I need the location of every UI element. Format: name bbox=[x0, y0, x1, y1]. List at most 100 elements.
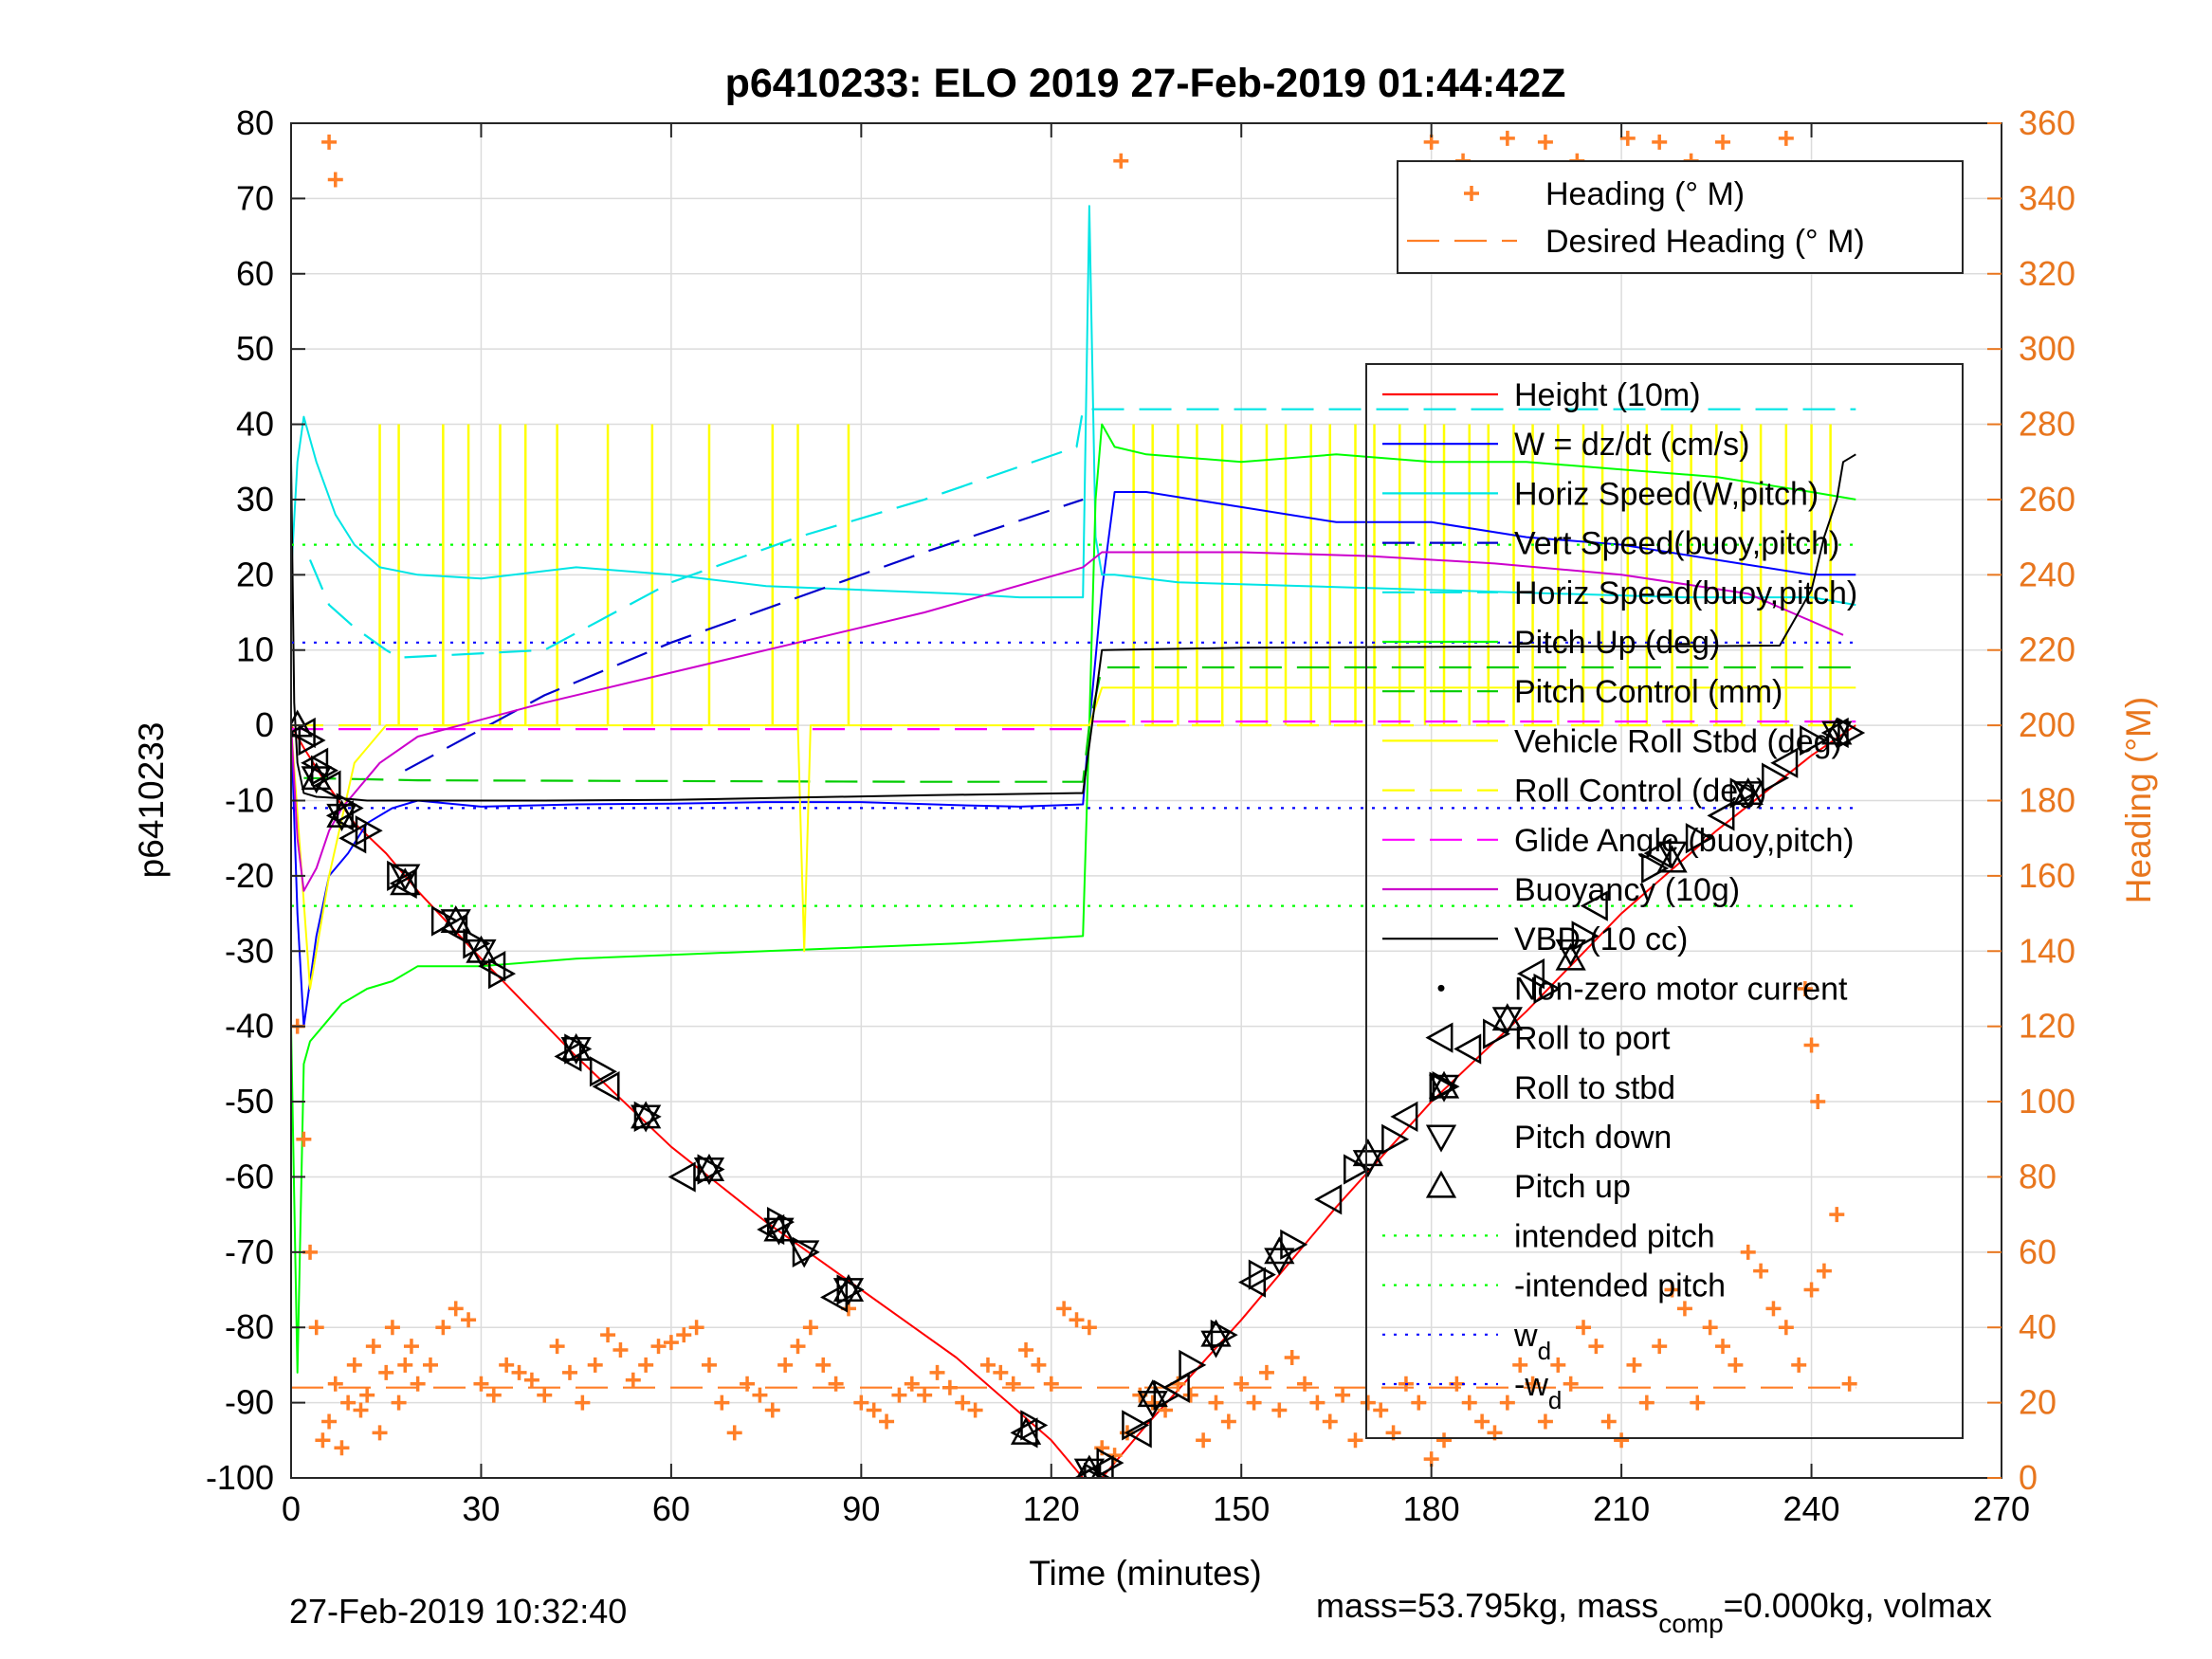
pitch-down-marker bbox=[693, 1158, 725, 1186]
legend-label-vert-speed-buoy-pitch: Vert Speed(buoy,pitch) bbox=[1514, 526, 1839, 562]
heading-point bbox=[676, 1327, 692, 1343]
heading-point bbox=[917, 1387, 933, 1403]
y-right-tick-label: 0 bbox=[2019, 1458, 2038, 1497]
roll-to-stbd-marker bbox=[836, 1274, 865, 1305]
heading-point bbox=[1810, 1094, 1826, 1110]
pitch-up-marker bbox=[1821, 717, 1853, 745]
heading-point bbox=[790, 1339, 806, 1355]
x-tick-label: 270 bbox=[1973, 1489, 2030, 1528]
heading-point bbox=[1196, 1432, 1212, 1449]
y-right-tick-label: 180 bbox=[2019, 781, 2075, 820]
heading-point bbox=[485, 1387, 502, 1403]
pitch-up-marker bbox=[291, 709, 313, 738]
heading-point bbox=[1702, 1320, 1718, 1336]
series-vbd-10-cc bbox=[291, 453, 1856, 802]
y-tick-label: 80 bbox=[236, 103, 274, 142]
roll-to-port-marker bbox=[1707, 800, 1735, 831]
heading-point bbox=[1113, 153, 1129, 169]
heading-point bbox=[378, 1364, 394, 1380]
series-buoyancy-10g bbox=[291, 551, 1844, 892]
heading-point bbox=[1778, 130, 1794, 146]
legend-label-horiz-speed-buoy-pitch: Horiz Speed(buoy,pitch) bbox=[1514, 575, 1857, 611]
heading-point bbox=[1676, 1301, 1692, 1317]
pitch-down-marker bbox=[440, 909, 471, 938]
heading-point bbox=[499, 1357, 515, 1373]
pitch-up-marker bbox=[1137, 1379, 1168, 1408]
legend-main-box bbox=[1365, 363, 1964, 1439]
heading-point bbox=[327, 1376, 343, 1392]
pitch-down-marker bbox=[631, 1104, 662, 1133]
y-tick-label: 0 bbox=[255, 705, 274, 744]
heading-point bbox=[638, 1357, 654, 1373]
legend-swatch-dot bbox=[1437, 984, 1445, 992]
heading-point bbox=[1182, 1387, 1198, 1403]
pitch-up-marker bbox=[763, 1213, 795, 1242]
heading-point bbox=[1220, 1413, 1236, 1430]
legend-heading-box bbox=[1397, 160, 1964, 274]
heading-point bbox=[701, 1357, 717, 1373]
heading-point bbox=[1436, 1432, 1453, 1449]
legend-label-vehicle-roll-stbd-deg: Vehicle Roll Stbd (deg) bbox=[1514, 723, 1842, 759]
roll-to-stbd-marker bbox=[488, 957, 517, 990]
y-right-tick-label: 340 bbox=[2019, 178, 2075, 217]
pitch-down-marker bbox=[789, 1240, 820, 1268]
heading-point bbox=[600, 1327, 616, 1343]
series-w-dz-dt-cm-s bbox=[291, 491, 1856, 1028]
heading-point bbox=[955, 1395, 971, 1411]
y-tick-label: 70 bbox=[236, 178, 274, 217]
y-tick-label: 30 bbox=[236, 480, 274, 519]
heading-point bbox=[1499, 1395, 1515, 1411]
roll-to-stbd-marker bbox=[1122, 1410, 1150, 1441]
y-axis-label: p6410233 bbox=[132, 722, 171, 879]
pitch-down-marker bbox=[1821, 720, 1853, 749]
heading-point bbox=[1474, 1413, 1490, 1430]
y-right-tick-label: 40 bbox=[2019, 1307, 2057, 1346]
heading-point bbox=[1335, 1387, 1351, 1403]
pitch-down-marker bbox=[1200, 1330, 1232, 1358]
pitch-down-marker bbox=[1491, 1007, 1523, 1035]
heading-point bbox=[511, 1364, 527, 1380]
heading-point bbox=[752, 1387, 768, 1403]
legend-heading: Heading (° M) Desired Heading (° M) bbox=[1397, 160, 1964, 274]
heading-point bbox=[1360, 1395, 1376, 1411]
roll-to-port-marker bbox=[592, 1071, 620, 1103]
roll-to-port-marker bbox=[389, 867, 417, 899]
heading-point bbox=[1652, 134, 1668, 150]
heading-point bbox=[1537, 1413, 1553, 1430]
heading-point bbox=[384, 1320, 400, 1336]
y-right-tick-label: 240 bbox=[2019, 555, 2075, 593]
heading-point bbox=[1803, 1282, 1819, 1298]
roll-to-stbd-marker bbox=[1096, 1447, 1124, 1478]
heading-point bbox=[979, 1357, 996, 1373]
y-tick-labels: -100-90-80-70-60-50-40-30-20-10010203040… bbox=[206, 103, 274, 1497]
y-tick-label: -50 bbox=[225, 1082, 274, 1121]
roll-to-port-marker bbox=[757, 1213, 785, 1246]
pitch-up-marker bbox=[390, 867, 421, 896]
y-tick-label: -70 bbox=[225, 1232, 274, 1271]
roll-to-stbd-marker bbox=[1533, 973, 1562, 1005]
legend-swatch-pitch-up bbox=[1425, 1170, 1457, 1198]
y-right-tick-label: 220 bbox=[2019, 630, 2075, 669]
heading-point bbox=[1841, 1376, 1857, 1392]
heading-point bbox=[346, 1357, 362, 1373]
pitch-down-marker bbox=[466, 939, 497, 967]
roll-to-port-marker bbox=[1453, 1033, 1482, 1065]
heading-point bbox=[1588, 1339, 1604, 1355]
heading-point bbox=[321, 1413, 338, 1430]
roll-to-port-marker bbox=[1238, 1267, 1267, 1298]
heading-point bbox=[764, 1402, 780, 1418]
x-tick-label: 0 bbox=[282, 1489, 301, 1528]
roll-to-port-marker bbox=[1314, 1184, 1343, 1215]
y-tick-label: -60 bbox=[225, 1157, 274, 1195]
y-right-tick-label: 100 bbox=[2019, 1082, 2075, 1121]
heading-point bbox=[1626, 1357, 1642, 1373]
legend-swatch-roll-to-port bbox=[1425, 1022, 1453, 1053]
heading-point bbox=[1664, 1282, 1680, 1298]
x-tick-label: 60 bbox=[652, 1489, 690, 1528]
heading-point bbox=[1563, 1376, 1579, 1392]
y-right-tick-label: 20 bbox=[2019, 1383, 2057, 1422]
legend-label-intended-pitch: -intended pitch bbox=[1514, 1268, 1726, 1304]
heading-point bbox=[473, 1376, 489, 1392]
heading-point bbox=[391, 1395, 407, 1411]
